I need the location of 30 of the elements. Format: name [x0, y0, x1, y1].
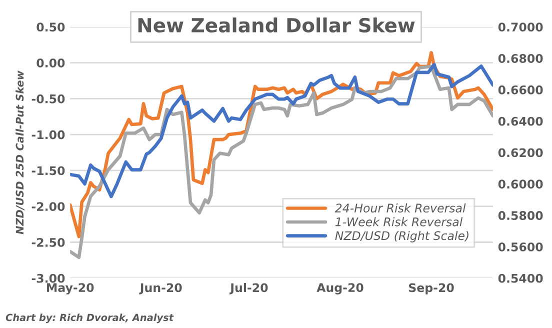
y2-tick-label: 0.5600	[498, 242, 543, 252]
x-tick-label: Sep-20	[408, 283, 454, 294]
x-tick-label: Jul-20	[229, 283, 268, 294]
y-tick-label: -2.00	[32, 202, 65, 212]
y2-tick-label: 0.6200	[498, 148, 543, 158]
x-tick-label: Aug-20	[316, 283, 364, 294]
y2-tick-label: 0.5800	[498, 211, 543, 220]
y2-tick-label: 0.5400	[498, 274, 543, 283]
legend-label: NZD/USD (Right Scale)	[335, 230, 468, 242]
line-series	[70, 62, 493, 198]
x-tick-label: May-20	[47, 283, 94, 294]
y-tick-label: -1.00	[32, 130, 65, 140]
y2-tick-label: 0.6400	[498, 116, 543, 126]
y-axis-title: NZD/USD 25D Call-Put Skew	[16, 70, 24, 234]
y2-tick-label: 0.6000	[498, 180, 543, 189]
y-tick-label: -1.50	[32, 166, 65, 176]
legend-label: 1-Week Risk Reversal	[335, 217, 463, 226]
x-tick-label: Jun-20	[139, 283, 182, 294]
y2-tick-label: 0.7000	[498, 22, 543, 32]
line-series	[70, 64, 493, 259]
legend-label: 24-Hour Risk Reversal	[334, 203, 466, 213]
y2-tick-label: 0.6600	[498, 85, 543, 94]
y-tick-label: 0.00	[36, 58, 65, 68]
y2-tick-label: 0.6800	[498, 54, 543, 63]
y-tick-label: -2.50	[32, 238, 65, 247]
y-tick-label: -3.00	[32, 274, 65, 283]
y-tick-label: 0.50	[36, 22, 65, 32]
text: Chart by: Rich Dvorak, Analyst	[6, 314, 174, 324]
chart-title: New Zealand Dollar Skew	[138, 17, 415, 33]
y-tick-label: -0.50	[32, 94, 65, 104]
